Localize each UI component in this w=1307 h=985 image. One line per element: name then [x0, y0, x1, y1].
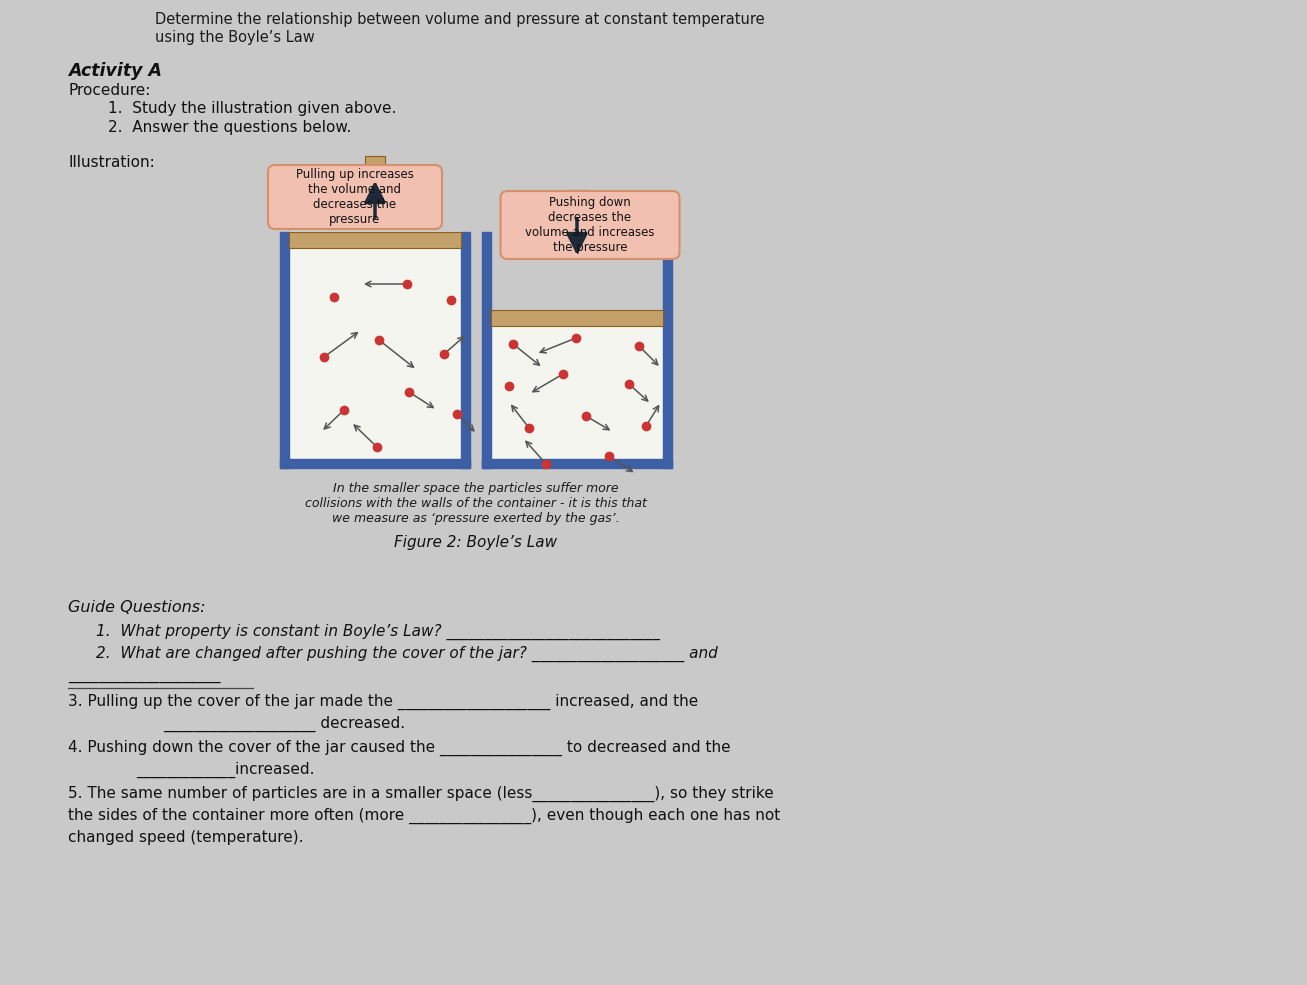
- Bar: [280, 232, 289, 468]
- Text: Guide Questions:: Guide Questions:: [68, 600, 205, 615]
- Bar: [365, 156, 386, 194]
- Text: the sides of the container more often (more ________________), even though each : the sides of the container more often (m…: [68, 808, 780, 824]
- Text: ____________________: ____________________: [68, 668, 221, 683]
- Text: In the smaller space the particles suffer more
collisions with the walls of the : In the smaller space the particles suffe…: [305, 482, 647, 525]
- Text: 2.  What are changed after pushing the cover of the jar? ____________________ an: 2. What are changed after pushing the co…: [95, 646, 718, 662]
- Bar: [491, 232, 663, 310]
- Text: 5. The same number of particles are in a smaller space (less________________), s: 5. The same number of particles are in a…: [68, 786, 774, 802]
- Bar: [289, 232, 461, 248]
- Text: 4. Pushing down the cover of the jar caused the ________________ to decreased an: 4. Pushing down the cover of the jar cau…: [68, 740, 731, 756]
- Bar: [280, 459, 471, 468]
- Text: Figure 2: Boyle’s Law: Figure 2: Boyle’s Law: [395, 535, 558, 550]
- Bar: [289, 232, 461, 459]
- Text: 1.  What property is constant in Boyle’s Law? ____________________________: 1. What property is constant in Boyle’s …: [95, 624, 660, 640]
- Bar: [482, 232, 491, 468]
- Bar: [663, 232, 672, 468]
- Text: changed speed (temperature).: changed speed (temperature).: [68, 830, 303, 845]
- Bar: [549, 224, 605, 237]
- FancyBboxPatch shape: [268, 165, 442, 229]
- Text: Pushing down
decreases the
volume and increases
the pressure: Pushing down decreases the volume and in…: [525, 196, 655, 254]
- Text: using the Boyle’s Law: using the Boyle’s Law: [156, 30, 315, 45]
- Text: 2.  Answer the questions below.: 2. Answer the questions below.: [108, 120, 352, 135]
- Text: Activity A: Activity A: [68, 62, 162, 80]
- FancyBboxPatch shape: [501, 191, 680, 259]
- Text: Illustration:: Illustration:: [68, 155, 154, 170]
- Bar: [482, 459, 672, 468]
- Bar: [461, 232, 471, 468]
- Bar: [491, 326, 663, 459]
- Text: ____________________ decreased.: ____________________ decreased.: [163, 716, 405, 732]
- Bar: [348, 168, 403, 181]
- Text: Pulling up increases
the volume and
decreases the
pressure: Pulling up increases the volume and decr…: [297, 168, 414, 226]
- Text: Procedure:: Procedure:: [68, 83, 150, 98]
- Bar: [491, 310, 663, 326]
- Text: Determine the relationship between volume and pressure at constant temperature: Determine the relationship between volum…: [156, 12, 765, 27]
- Text: 3. Pulling up the cover of the jar made the ____________________ increased, and : 3. Pulling up the cover of the jar made …: [68, 694, 698, 710]
- Text: _____________increased.: _____________increased.: [136, 762, 315, 778]
- Text: 1.  Study the illustration given above.: 1. Study the illustration given above.: [108, 101, 396, 116]
- Bar: [567, 190, 587, 250]
